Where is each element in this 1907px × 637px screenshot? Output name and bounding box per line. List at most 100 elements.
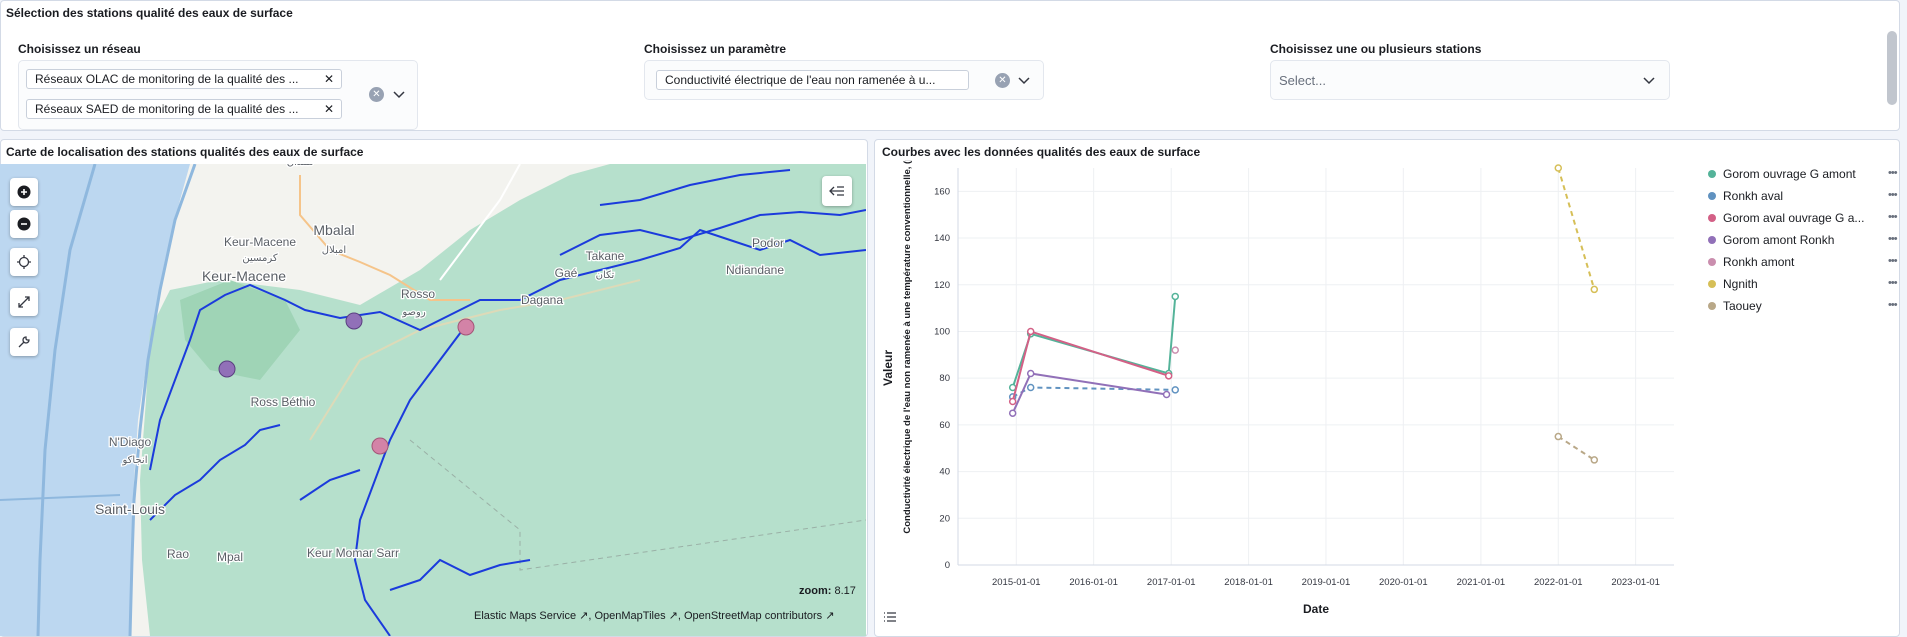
data-point[interactable] bbox=[1590, 285, 1599, 294]
clear-selection-icon[interactable]: ✕ bbox=[369, 87, 384, 102]
data-point[interactable] bbox=[1026, 383, 1035, 392]
series-5 bbox=[1554, 164, 1599, 294]
series-line[interactable] bbox=[1557, 167, 1596, 290]
chevron-down-icon[interactable] bbox=[1017, 73, 1031, 87]
network-pill-olac: Réseaux OLAC de monitoring de la qualité… bbox=[26, 69, 342, 89]
line-chart[interactable]: 0 20 40 60 80 100 120 140 160 2015-01-01 2016-01-0… bbox=[874, 160, 1714, 630]
parameter-combobox[interactable]: Conductivité électrique de l'eau non ram… bbox=[644, 60, 1044, 100]
legend-item[interactable]: Ngnith bbox=[1708, 277, 1758, 291]
x-tick-label: 2020-01-01 bbox=[1379, 577, 1428, 588]
zoom-label: zoom: bbox=[799, 585, 832, 597]
station-marker[interactable] bbox=[457, 318, 475, 336]
x-axis-title: Date bbox=[1303, 602, 1329, 616]
data-point[interactable] bbox=[1171, 292, 1180, 301]
fullscreen-button[interactable] bbox=[10, 288, 38, 316]
station-marker[interactable] bbox=[218, 360, 236, 378]
x-tick-label: 2023-01-01 bbox=[1611, 577, 1660, 588]
map-place-label: Takane bbox=[586, 249, 625, 263]
data-point[interactable] bbox=[1171, 386, 1180, 394]
y-tick-label: 100 bbox=[934, 326, 950, 337]
legend-item[interactable]: Taouey bbox=[1708, 299, 1762, 313]
data-point[interactable] bbox=[1554, 164, 1563, 172]
station-marker[interactable] bbox=[371, 437, 389, 455]
x-tick-label: 2017-01-01 bbox=[1147, 577, 1196, 588]
zoom-out-button[interactable] bbox=[10, 210, 38, 238]
map-attribution: Elastic Maps Service ↗, OpenMapTiles ↗, … bbox=[474, 610, 835, 622]
legend-swatch bbox=[1708, 214, 1716, 222]
zoom-indicator: zoom: 8.17 bbox=[799, 585, 856, 597]
map-canvas[interactable]: همدان Mbalal امبلال Keur-Macene كرمسين Keur-M… bbox=[0, 164, 866, 636]
attribution-openmaptiles[interactable]: OpenMapTiles bbox=[594, 610, 666, 622]
collapse-left-icon bbox=[829, 186, 844, 196]
attribution-elastic[interactable]: Elastic Maps Service bbox=[474, 610, 577, 622]
map-place-label: انجاكو bbox=[122, 455, 148, 466]
locate-button[interactable] bbox=[10, 248, 38, 276]
coastline bbox=[128, 164, 197, 636]
data-point[interactable] bbox=[1026, 369, 1035, 378]
legend-options-icon[interactable]: ••• bbox=[1888, 277, 1898, 289]
data-point[interactable] bbox=[1164, 372, 1173, 380]
legend-item[interactable]: Ronkh aval bbox=[1708, 189, 1783, 203]
network-pill-saed: Réseaux SAED de monitoring de la qualité… bbox=[26, 99, 342, 119]
legend-options-icon[interactable]: ••• bbox=[1888, 167, 1898, 179]
data-point[interactable] bbox=[1008, 397, 1017, 406]
data-point[interactable] bbox=[1162, 390, 1171, 399]
data-point[interactable] bbox=[1008, 409, 1017, 417]
wetland-area bbox=[140, 164, 866, 636]
legend-label: Gorom amont Ronkh bbox=[1723, 233, 1835, 247]
chevron-down-icon[interactable] bbox=[392, 87, 406, 101]
zoom-value: 8.17 bbox=[834, 585, 856, 597]
y-tick-label: 160 bbox=[934, 186, 950, 197]
series-line[interactable] bbox=[1557, 435, 1595, 461]
data-point[interactable] bbox=[1590, 456, 1599, 464]
map-place-label: Ross Béthio bbox=[251, 395, 316, 409]
minus-circle-icon bbox=[17, 217, 31, 231]
station-selection-panel: Sélection des stations qualité des eaux … bbox=[0, 0, 1900, 131]
legend-options-icon[interactable]: ••• bbox=[1888, 299, 1898, 311]
station-marker[interactable] bbox=[345, 312, 363, 330]
legend-options-icon[interactable]: ••• bbox=[1888, 233, 1898, 245]
legend-options-icon[interactable]: ••• bbox=[1888, 189, 1898, 201]
legend-options-icon[interactable]: ••• bbox=[1888, 255, 1898, 267]
x-tick-label: 2018-01-01 bbox=[1224, 577, 1273, 588]
parameter-pill: Conductivité électrique de l'eau non ram… bbox=[656, 70, 969, 90]
network-pill-label: Réseaux OLAC de monitoring de la qualité… bbox=[35, 72, 299, 86]
legend-options-icon[interactable]: ••• bbox=[1888, 211, 1898, 223]
map-place-label: كرمسين bbox=[242, 253, 277, 264]
attribution-osm[interactable]: OpenStreetMap contributors bbox=[684, 610, 823, 622]
series-line[interactable] bbox=[1011, 372, 1167, 414]
data-point[interactable] bbox=[1026, 327, 1035, 336]
x-tick-label: 2015-01-01 bbox=[992, 577, 1041, 588]
legend-swatch bbox=[1708, 192, 1716, 200]
clear-selection-icon[interactable]: ✕ bbox=[995, 73, 1010, 88]
y-tick-label: 40 bbox=[939, 467, 950, 478]
zoom-in-button[interactable] bbox=[10, 178, 38, 206]
data-point[interactable] bbox=[1554, 432, 1563, 441]
stations-combobox[interactable]: Select... bbox=[1270, 60, 1670, 100]
map-place-label: Mpal bbox=[217, 550, 243, 564]
map-place-label: همدان bbox=[287, 164, 313, 168]
parameter-label: Choisissez un paramètre bbox=[644, 42, 787, 56]
river-tributary bbox=[353, 319, 471, 636]
tools-button[interactable] bbox=[10, 328, 38, 356]
layers-toggle-button[interactable] bbox=[822, 176, 852, 206]
network-combobox[interactable]: Réseaux OLAC de monitoring de la qualité… bbox=[18, 60, 418, 130]
legend-item[interactable]: Gorom ouvrage G amont bbox=[1708, 167, 1856, 181]
senegal-river bbox=[149, 228, 866, 471]
legend-item[interactable]: Gorom amont Ronkh bbox=[1708, 233, 1834, 247]
legend-label: Ngnith bbox=[1723, 277, 1758, 291]
chevron-down-icon[interactable] bbox=[1642, 73, 1656, 87]
chart-series bbox=[1008, 164, 1599, 464]
y-axis-title: Valeur bbox=[881, 350, 895, 386]
data-point[interactable] bbox=[1171, 346, 1180, 354]
remove-pill-icon[interactable]: ✕ bbox=[323, 72, 334, 86]
remove-pill-icon[interactable]: ✕ bbox=[323, 102, 334, 116]
legend-item[interactable]: Gorom aval ouvrage G a... bbox=[1708, 211, 1864, 225]
map-place-label: امبلال bbox=[322, 245, 346, 256]
legend-item[interactable]: Ronkh amont bbox=[1708, 255, 1794, 269]
panel-scrollbar[interactable] bbox=[1887, 31, 1897, 105]
selection-panel-title: Sélection des stations qualité des eaux … bbox=[6, 6, 293, 20]
legend-toggle-icon[interactable] bbox=[883, 610, 897, 624]
river-branch bbox=[389, 558, 531, 591]
series-6 bbox=[1554, 432, 1599, 464]
